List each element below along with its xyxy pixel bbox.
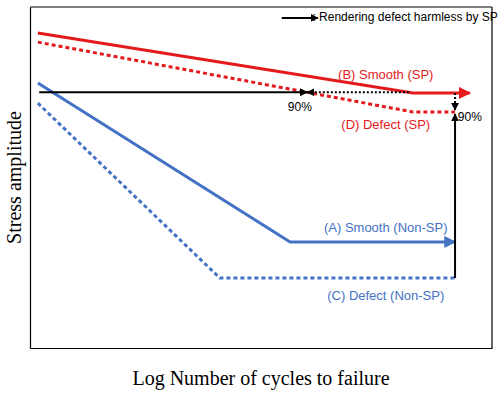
annotation: 90% [458, 110, 482, 124]
series-line [38, 103, 455, 278]
series-label: (B) Smooth (SP) [338, 67, 433, 82]
series-line [38, 42, 455, 112]
frame-top [30, 6, 492, 7]
arrow [454, 114, 456, 278]
arrow [307, 91, 409, 93]
texts: (B) Smooth (SP) (D) Defect (SP) (A) Smooth… [288, 10, 498, 303]
marks [38, 18, 470, 278]
x-axis [31, 348, 493, 349]
y-axis [30, 8, 31, 349]
axis-line [31, 348, 493, 349]
annotation: 90% [288, 100, 312, 114]
axis-line [30, 8, 31, 349]
chart: (B) Smooth (SP) (D) Defect (SP) (A) Smooth… [0, 0, 500, 395]
x-axis-title: Log Number of cycles to failure [132, 367, 389, 390]
arrow [454, 93, 456, 110]
arrow [39, 91, 307, 93]
series-label: (C) Defect (Non-SP) [327, 288, 444, 303]
annotation: : Rendering defect harmless by SP [312, 10, 497, 24]
frame-right [491, 7, 492, 348]
series-label: (D) Defect (SP) [341, 117, 430, 132]
series-label: (A) Smooth (Non-SP) [324, 220, 448, 235]
plot-area: (B) Smooth (SP) (D) Defect (SP) (A) Smooth… [30, 7, 498, 349]
y-axis-title: Stress amplitude [3, 111, 26, 244]
series-line [38, 33, 470, 93]
